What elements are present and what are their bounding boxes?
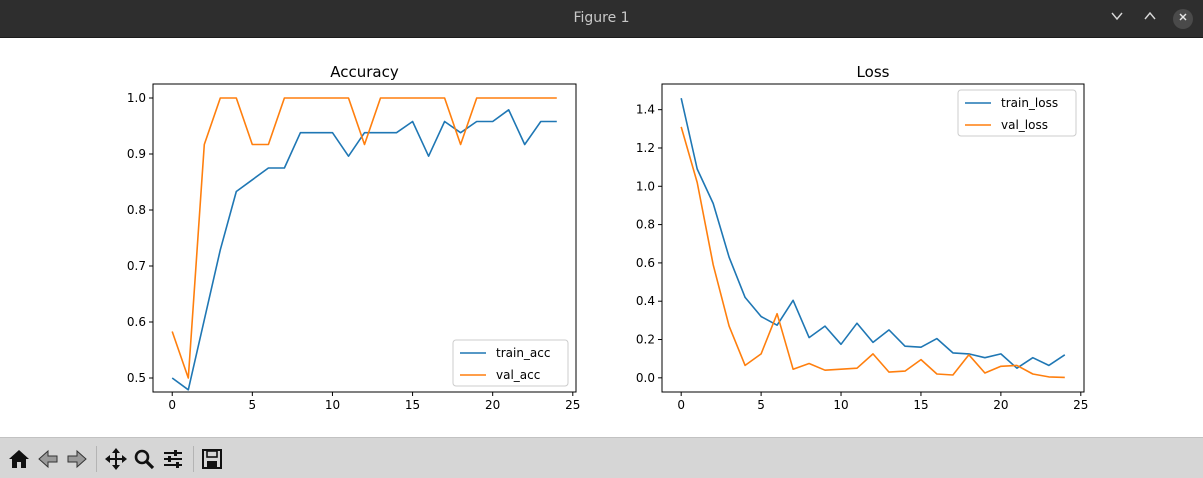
x-tick-label: 20 xyxy=(993,398,1008,412)
toolbar-separator xyxy=(193,446,194,472)
pan-button[interactable] xyxy=(103,446,129,472)
minimize-button[interactable] xyxy=(1107,9,1127,29)
y-tick-label: 0.0 xyxy=(636,371,655,385)
x-tick-label: 5 xyxy=(757,398,765,412)
x-tick-label: 0 xyxy=(677,398,685,412)
home-button[interactable] xyxy=(6,446,32,472)
chart-2: Loss 0 5 10 15 20 25 0.0 0.2 0.4 0.6 0.8 1.0 1.2 1.4 tr… xyxy=(636,63,1089,412)
x-tick-label: 20 xyxy=(485,398,500,412)
chart-title: Accuracy xyxy=(330,63,399,81)
x-tick-label: 25 xyxy=(565,398,580,412)
y-tick-label: 0.8 xyxy=(127,203,146,217)
pan-icon xyxy=(105,448,127,470)
series-line-val_loss xyxy=(680,126,1065,379)
legend: train_loss val_loss xyxy=(957,89,1077,137)
x-tick-label: 10 xyxy=(325,398,340,412)
series-line-val_acc xyxy=(171,97,557,379)
chart-1: Accuracy 0 5 10 15 20 25 0.5 0.6 0.7 0.8 0.9 1.0 trai… xyxy=(127,63,581,412)
configure-subplots-button[interactable] xyxy=(160,446,186,472)
maximize-button[interactable] xyxy=(1140,9,1160,29)
y-tick-label: 0.5 xyxy=(127,371,146,385)
figure-svg: Accuracy 0 5 10 15 20 25 0.5 0.6 0.7 0.8 0.9 1.0 trai… xyxy=(127,63,1089,412)
legend-label: val_acc xyxy=(496,368,540,382)
window-title: Figure 1 xyxy=(573,10,630,26)
y-tick-label: 1.0 xyxy=(636,179,655,193)
home-icon xyxy=(9,450,29,468)
y-tick-label: 0.6 xyxy=(636,256,655,270)
plot-frame xyxy=(152,83,577,393)
back-button[interactable] xyxy=(35,446,61,472)
y-tick-label: 0.4 xyxy=(636,294,655,308)
y-tick-label: 0.8 xyxy=(636,218,655,232)
zoom-icon xyxy=(134,449,155,470)
legend-label: train_acc xyxy=(496,346,550,360)
x-tick-label: 10 xyxy=(833,398,848,412)
plot-frame xyxy=(661,83,1085,393)
close-button[interactable] xyxy=(1173,9,1193,29)
forward-arrow-icon xyxy=(67,449,87,469)
y-tick-label: 0.2 xyxy=(636,333,655,347)
navigation-toolbar xyxy=(0,437,1203,478)
x-tick-label: 15 xyxy=(913,398,928,412)
legend-label: train_loss xyxy=(1001,96,1058,110)
y-tick-label: 0.7 xyxy=(127,259,146,273)
figure-canvas[interactable]: Accuracy 0 5 10 15 20 25 0.5 0.6 0.7 0.8 0.9 1.0 trai… xyxy=(0,38,1203,436)
x-tick-label: 0 xyxy=(168,398,176,412)
back-arrow-icon xyxy=(38,449,58,469)
forward-button[interactable] xyxy=(64,446,90,472)
save-button[interactable] xyxy=(199,446,225,472)
series-line-train_loss xyxy=(680,98,1066,370)
chevron-up-icon xyxy=(1144,11,1156,20)
x-tick-label: 15 xyxy=(405,398,420,412)
save-icon xyxy=(202,449,222,469)
x-tick-label: 25 xyxy=(1073,398,1088,412)
toolbar-separator xyxy=(96,446,97,472)
y-tick-label: 0.9 xyxy=(127,147,146,161)
y-tick-label: 1.4 xyxy=(636,103,655,117)
y-tick-label: 1.0 xyxy=(127,91,146,105)
close-icon xyxy=(1179,13,1187,21)
series-line-train_acc xyxy=(171,109,557,391)
zoom-button[interactable] xyxy=(131,446,157,472)
chart-title: Loss xyxy=(857,63,890,81)
x-tick-label: 5 xyxy=(249,398,257,412)
legend-label: val_loss xyxy=(1001,118,1048,132)
chevron-down-icon xyxy=(1111,12,1123,21)
configure-subplots-icon xyxy=(164,450,182,468)
y-tick-label: 0.6 xyxy=(127,315,146,329)
y-tick-label: 1.2 xyxy=(636,141,655,155)
legend: train_acc val_acc xyxy=(452,339,569,387)
window-titlebar[interactable]: Figure 1 xyxy=(0,0,1203,38)
